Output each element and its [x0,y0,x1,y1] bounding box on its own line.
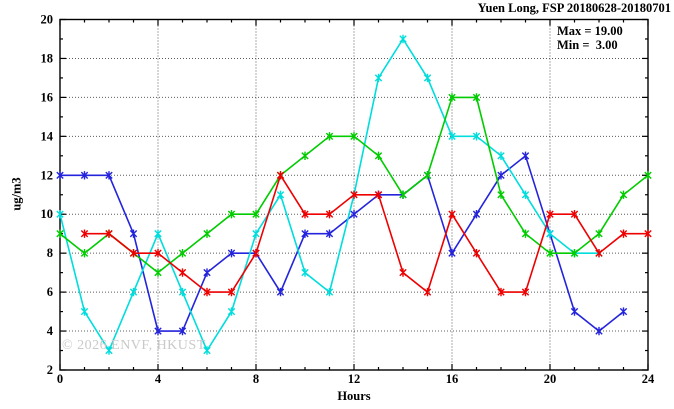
y-tick-label: 2 [47,363,53,377]
y-tick-label: 6 [47,285,53,299]
x-tick-label: 24 [642,372,655,386]
x-axis-label: Hours [337,389,371,403]
x-tick-label: 0 [57,372,63,386]
y-tick-label: 16 [41,90,54,104]
series-red-markers [80,171,652,297]
series-cyan-markers [56,34,603,355]
x-tick-label: 8 [253,372,259,386]
plot-border [59,18,649,371]
y-tick-label: 8 [47,246,53,260]
chart-title: Yuen Long, FSP 20180628-20180701 [477,1,671,15]
x-tick-label: 16 [446,372,459,386]
legend-max: Max = 19.00 [557,24,623,38]
series-cyan [56,34,603,355]
y-tick-label: 20 [41,13,54,27]
series-blue-line [60,154,624,333]
x-tick-label: 12 [348,372,361,386]
y-tick-label: 14 [41,129,54,143]
x-tick-label: 20 [544,372,557,386]
y-tick-label: 12 [41,168,54,182]
series-cyan-line [59,37,599,353]
y-tick-label: 4 [47,324,54,338]
y-tick-label: 10 [41,207,54,221]
series-red-line [84,173,648,294]
y-tick-label: 18 [41,51,54,65]
stats-legend: Max = 19.00 Min = 3.00 [557,24,623,52]
legend-min: Min = 3.00 [557,38,618,52]
watermark: © 2026 ENVF, HKUST [62,338,206,353]
x-tick-label: 4 [155,372,162,386]
y-axis-label: ug/m3 [9,177,24,211]
series-red [80,171,652,297]
